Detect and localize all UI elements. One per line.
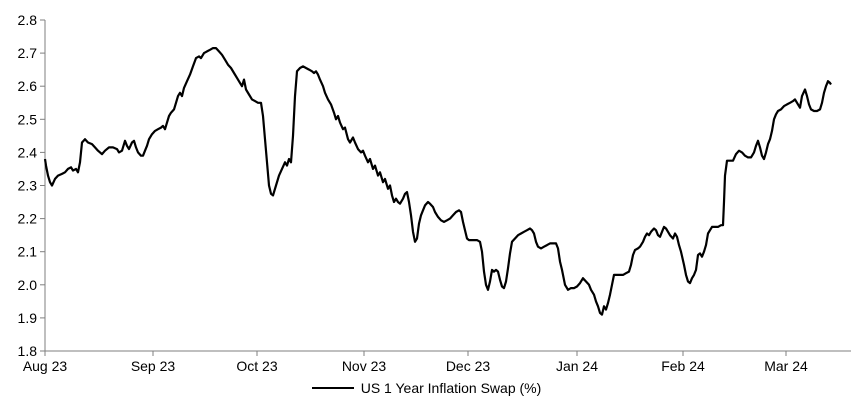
x-tick-label: Dec 23 <box>446 358 491 374</box>
y-tick-label: 2.2 <box>18 211 38 227</box>
y-tick-label: 2.5 <box>18 111 38 127</box>
x-tick-label: Oct 23 <box>236 358 277 374</box>
y-tick-label: 2.3 <box>18 178 38 194</box>
x-tick-label: Feb 24 <box>661 358 705 374</box>
y-tick-label: 2.4 <box>18 144 38 160</box>
x-tick-label: Mar 24 <box>764 358 808 374</box>
y-tick-label: 2.7 <box>18 45 38 61</box>
legend-label: US 1 Year Inflation Swap (%) <box>360 380 542 396</box>
series-line <box>43 46 832 316</box>
y-tick-label: 2.6 <box>18 78 38 94</box>
legend: US 1 Year Inflation Swap (%) <box>0 379 853 397</box>
legend-line-swatch <box>311 387 354 389</box>
x-tick-label: Aug 23 <box>23 358 68 374</box>
y-tick-label: 2.1 <box>18 244 38 260</box>
y-tick-label: 1.9 <box>18 310 38 326</box>
series-layer <box>43 46 832 316</box>
y-tick-label: 2.0 <box>18 277 38 293</box>
axes-layer <box>44 20 851 352</box>
x-tick-label: Sep 23 <box>131 358 176 374</box>
y-tick-label: 1.8 <box>18 343 38 359</box>
ticks-layer <box>40 19 787 356</box>
x-tick-label: Jan 24 <box>556 358 598 374</box>
y-tick-label: 2.8 <box>18 12 38 28</box>
labels-layer: 1.8 1.9 2.0 2.1 2.2 2.3 2.4 2.5 2.6 2.7 2.8 Aug 23 S… <box>18 12 808 374</box>
x-tick-label: Nov 23 <box>342 358 387 374</box>
